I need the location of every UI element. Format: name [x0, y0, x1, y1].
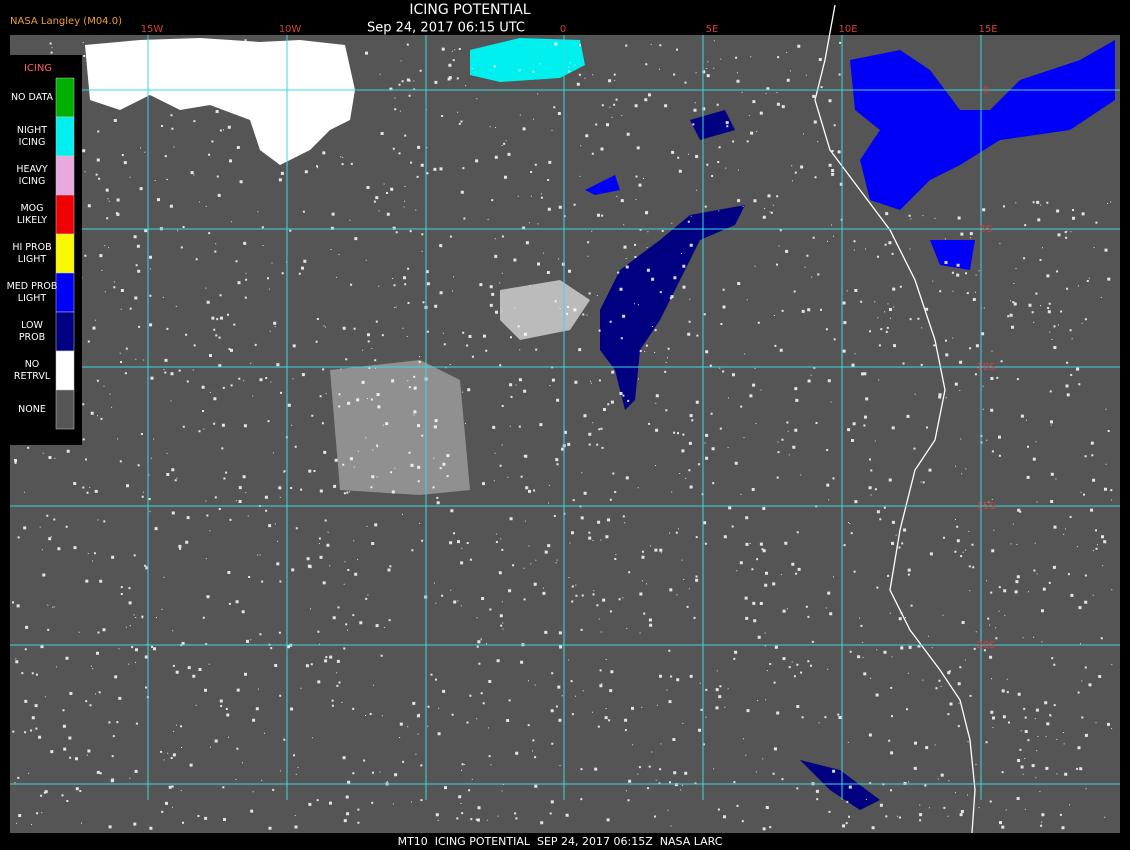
- legend: ICING NO DATANIGHTICINGHEAVYICINGMOGLIKE…: [7, 55, 82, 445]
- cloud-scattered: [330, 360, 470, 495]
- legend-label: NONE: [18, 404, 46, 415]
- legend-label: LIGHT: [18, 293, 47, 304]
- cloud-med-prob: [930, 240, 975, 270]
- legend-swatch: [55, 116, 75, 157]
- legend-label: ICING: [19, 176, 46, 187]
- cloud-med-prob: [850, 40, 1115, 210]
- legend-label: MED PROB: [7, 281, 58, 292]
- legend-label: NIGHT: [17, 125, 47, 136]
- graticule: [10, 35, 1120, 800]
- source-label: NASA Langley (M04.0): [10, 16, 122, 27]
- cloud-med-prob: [585, 175, 620, 195]
- longitude-label: 10W: [279, 24, 302, 35]
- longitude-label: 5E: [706, 24, 719, 35]
- longitude-label: 0: [560, 24, 566, 35]
- latitude-label: 5S: [980, 224, 993, 235]
- longitude-label: 10E: [838, 24, 857, 35]
- coastline: [814, 4, 976, 834]
- legend-swatch: [55, 389, 75, 430]
- legend-title: ICING: [24, 63, 52, 74]
- legend-label: HI PROB: [12, 242, 51, 253]
- cloud-night-icing: [470, 38, 585, 82]
- legend-label: LIKELY: [17, 215, 47, 226]
- latitude-label: 0: [983, 85, 989, 96]
- latitude-label: 15S: [976, 501, 995, 512]
- legend-swatch: [55, 77, 75, 118]
- legend-label: LIGHT: [18, 254, 47, 265]
- cloud-low-prob: [690, 110, 735, 140]
- cloud-scattered: [500, 280, 590, 340]
- legend-label: NO: [25, 359, 40, 370]
- latitude-label: 20S: [976, 640, 995, 651]
- legend-label: ICING: [19, 137, 46, 148]
- title: ICING POTENTIAL: [409, 2, 530, 18]
- cloud-features: [12, 4, 1115, 834]
- legend-label: LOW: [21, 320, 43, 331]
- legend-label: NO DATA: [11, 92, 54, 103]
- legend-swatch: [55, 194, 75, 235]
- longitude-label: 15W: [141, 24, 164, 35]
- cloud-low-prob: [800, 760, 880, 810]
- legend-label: PROB: [19, 332, 45, 343]
- footer: MT10 ICING POTENTIAL SEP 24, 2017 06:15Z…: [398, 835, 723, 848]
- legend-swatch: [55, 233, 75, 274]
- legend-swatch: [55, 272, 75, 313]
- timestamp: Sep 24, 2017 06:15 UTC: [367, 21, 525, 36]
- latitude-label: 10S: [976, 362, 995, 373]
- longitude-label: 15E: [978, 24, 997, 35]
- legend-swatch: [55, 350, 75, 391]
- legend-label: MOG: [20, 203, 43, 214]
- legend-swatch: [55, 311, 75, 352]
- legend-label: HEAVY: [16, 164, 48, 175]
- legend-label: RETRVL: [14, 371, 51, 382]
- legend-swatch: [55, 155, 75, 196]
- cloud-low-prob: [600, 205, 745, 410]
